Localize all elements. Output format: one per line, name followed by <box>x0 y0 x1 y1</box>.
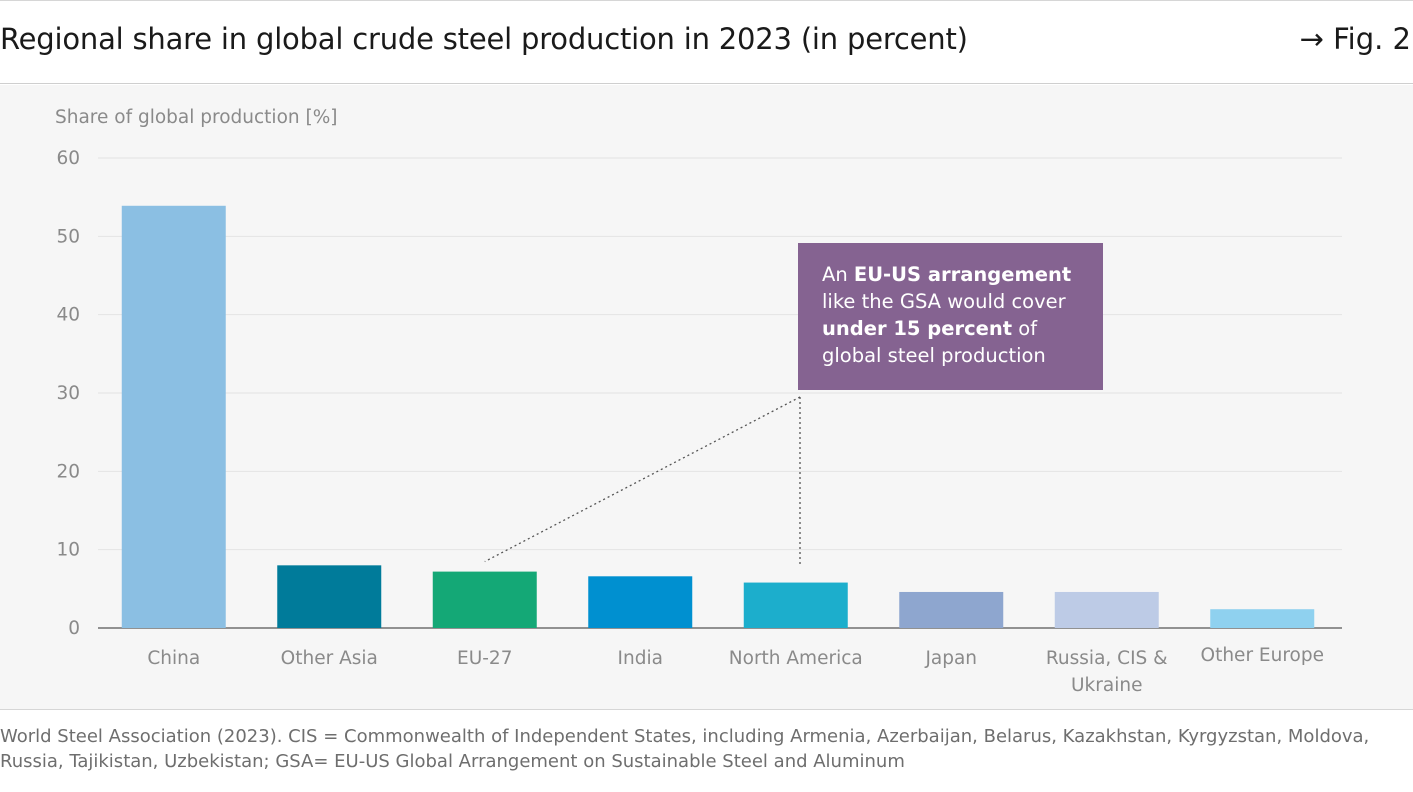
x-tick-label: Other Asia <box>281 648 378 669</box>
bar-china <box>121 205 226 628</box>
y-tick-label: 0 <box>68 618 80 639</box>
leader-line-eu <box>484 396 801 563</box>
y-tick-label: 10 <box>56 540 80 561</box>
bar-russia-cis-ukraine <box>1054 591 1159 628</box>
top-rule <box>0 0 1413 1</box>
bar-eu-27 <box>432 571 537 628</box>
callout-emphasis: under 15 percent <box>822 317 1013 340</box>
bar-india <box>588 576 693 628</box>
bottom-rule <box>0 709 1413 710</box>
callout-text: global steel production <box>822 344 1046 367</box>
x-axis-ticks: China Other Asia EU-27 India North America Ja… <box>147 645 1324 696</box>
x-tick-label: Ukraine <box>1071 675 1142 696</box>
bar-other-asia <box>277 565 382 628</box>
bar-other-europe <box>1210 609 1315 628</box>
gridlines <box>98 157 1342 629</box>
y-tick-label: 60 <box>56 148 80 169</box>
bar-chart: Share of global production [%] 0 10 20 30 40… <box>55 107 1342 696</box>
figure-label: → Fig. 2 <box>1299 22 1411 56</box>
x-tick-label: North America <box>729 648 863 669</box>
y-tick-label: 50 <box>56 226 80 247</box>
x-tick-label: India <box>618 648 663 669</box>
annotation-leader-lines <box>484 396 801 565</box>
x-tick-label: China <box>147 648 200 669</box>
chart-title: Regional share in global crude steel pro… <box>0 22 968 56</box>
y-axis-ticks: 0 10 20 30 40 50 60 <box>56 148 80 639</box>
source-note: World Steel Association (2023). CIS = Co… <box>0 726 1370 772</box>
figure-header: Regional share in global crude steel pro… <box>0 0 1413 84</box>
callout-emphasis: EU-US arrangement <box>853 263 1072 286</box>
callout-text: An <box>822 263 854 286</box>
x-tick-label: Russia, CIS & <box>1046 648 1168 669</box>
bar-north-america <box>743 582 848 628</box>
y-tick-label: 20 <box>56 461 80 482</box>
callout-text: of <box>1012 317 1038 340</box>
bars <box>121 205 1315 628</box>
chart-panel <box>0 85 1413 709</box>
annotation-callout: An EU-US arrangement like the GSA would c… <box>798 243 1103 390</box>
callout-text: like the GSA would cover <box>822 290 1066 313</box>
y-axis-label: Share of global production [%] <box>55 107 338 128</box>
x-tick-label: Japan <box>924 648 977 669</box>
bar-japan <box>899 591 1004 628</box>
x-tick-label: EU-27 <box>457 648 512 669</box>
y-tick-label: 40 <box>56 305 80 326</box>
y-tick-label: 30 <box>56 383 80 404</box>
x-tick-label: Other Europe <box>1201 645 1324 666</box>
